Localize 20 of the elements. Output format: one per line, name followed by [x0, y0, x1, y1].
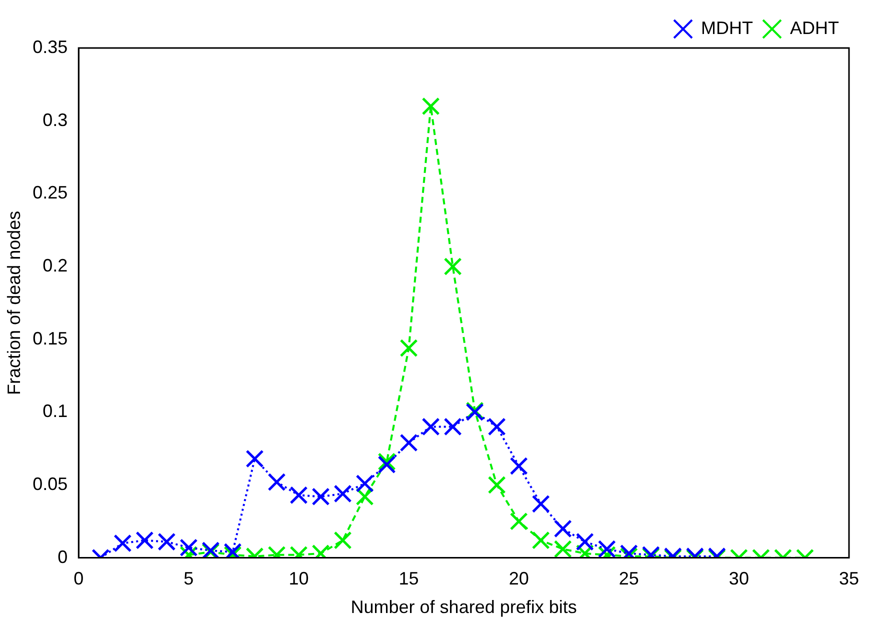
- x-tick-label: 15: [398, 568, 419, 589]
- y-tick-label: 0.25: [32, 182, 68, 203]
- x-tick-label: 25: [618, 568, 639, 589]
- y-axis-title: Fraction of dead nodes: [4, 210, 24, 395]
- y-tick-label: 0.05: [32, 474, 68, 494]
- y-tick-label: 0.35: [32, 36, 68, 57]
- x-tick-label: 10: [288, 568, 309, 589]
- x-tick-label: 30: [728, 568, 749, 589]
- x-tick-label: 35: [838, 568, 860, 589]
- y-tick-label: 0.3: [42, 110, 68, 130]
- y-tick-label: 0.1: [42, 401, 68, 422]
- legend-label: MDHT: [701, 18, 754, 38]
- y-tick-label: 0.2: [42, 255, 68, 276]
- legend-label: ADHT: [790, 18, 840, 38]
- y-tick-label: 0: [58, 546, 68, 567]
- x-tick-label: 0: [74, 568, 84, 589]
- x-tick-label: 20: [508, 568, 529, 589]
- y-tick-label: 0.15: [32, 328, 68, 348]
- x-axis-title: Number of shared prefix bits: [350, 597, 577, 618]
- x-tick-label: 5: [184, 568, 194, 589]
